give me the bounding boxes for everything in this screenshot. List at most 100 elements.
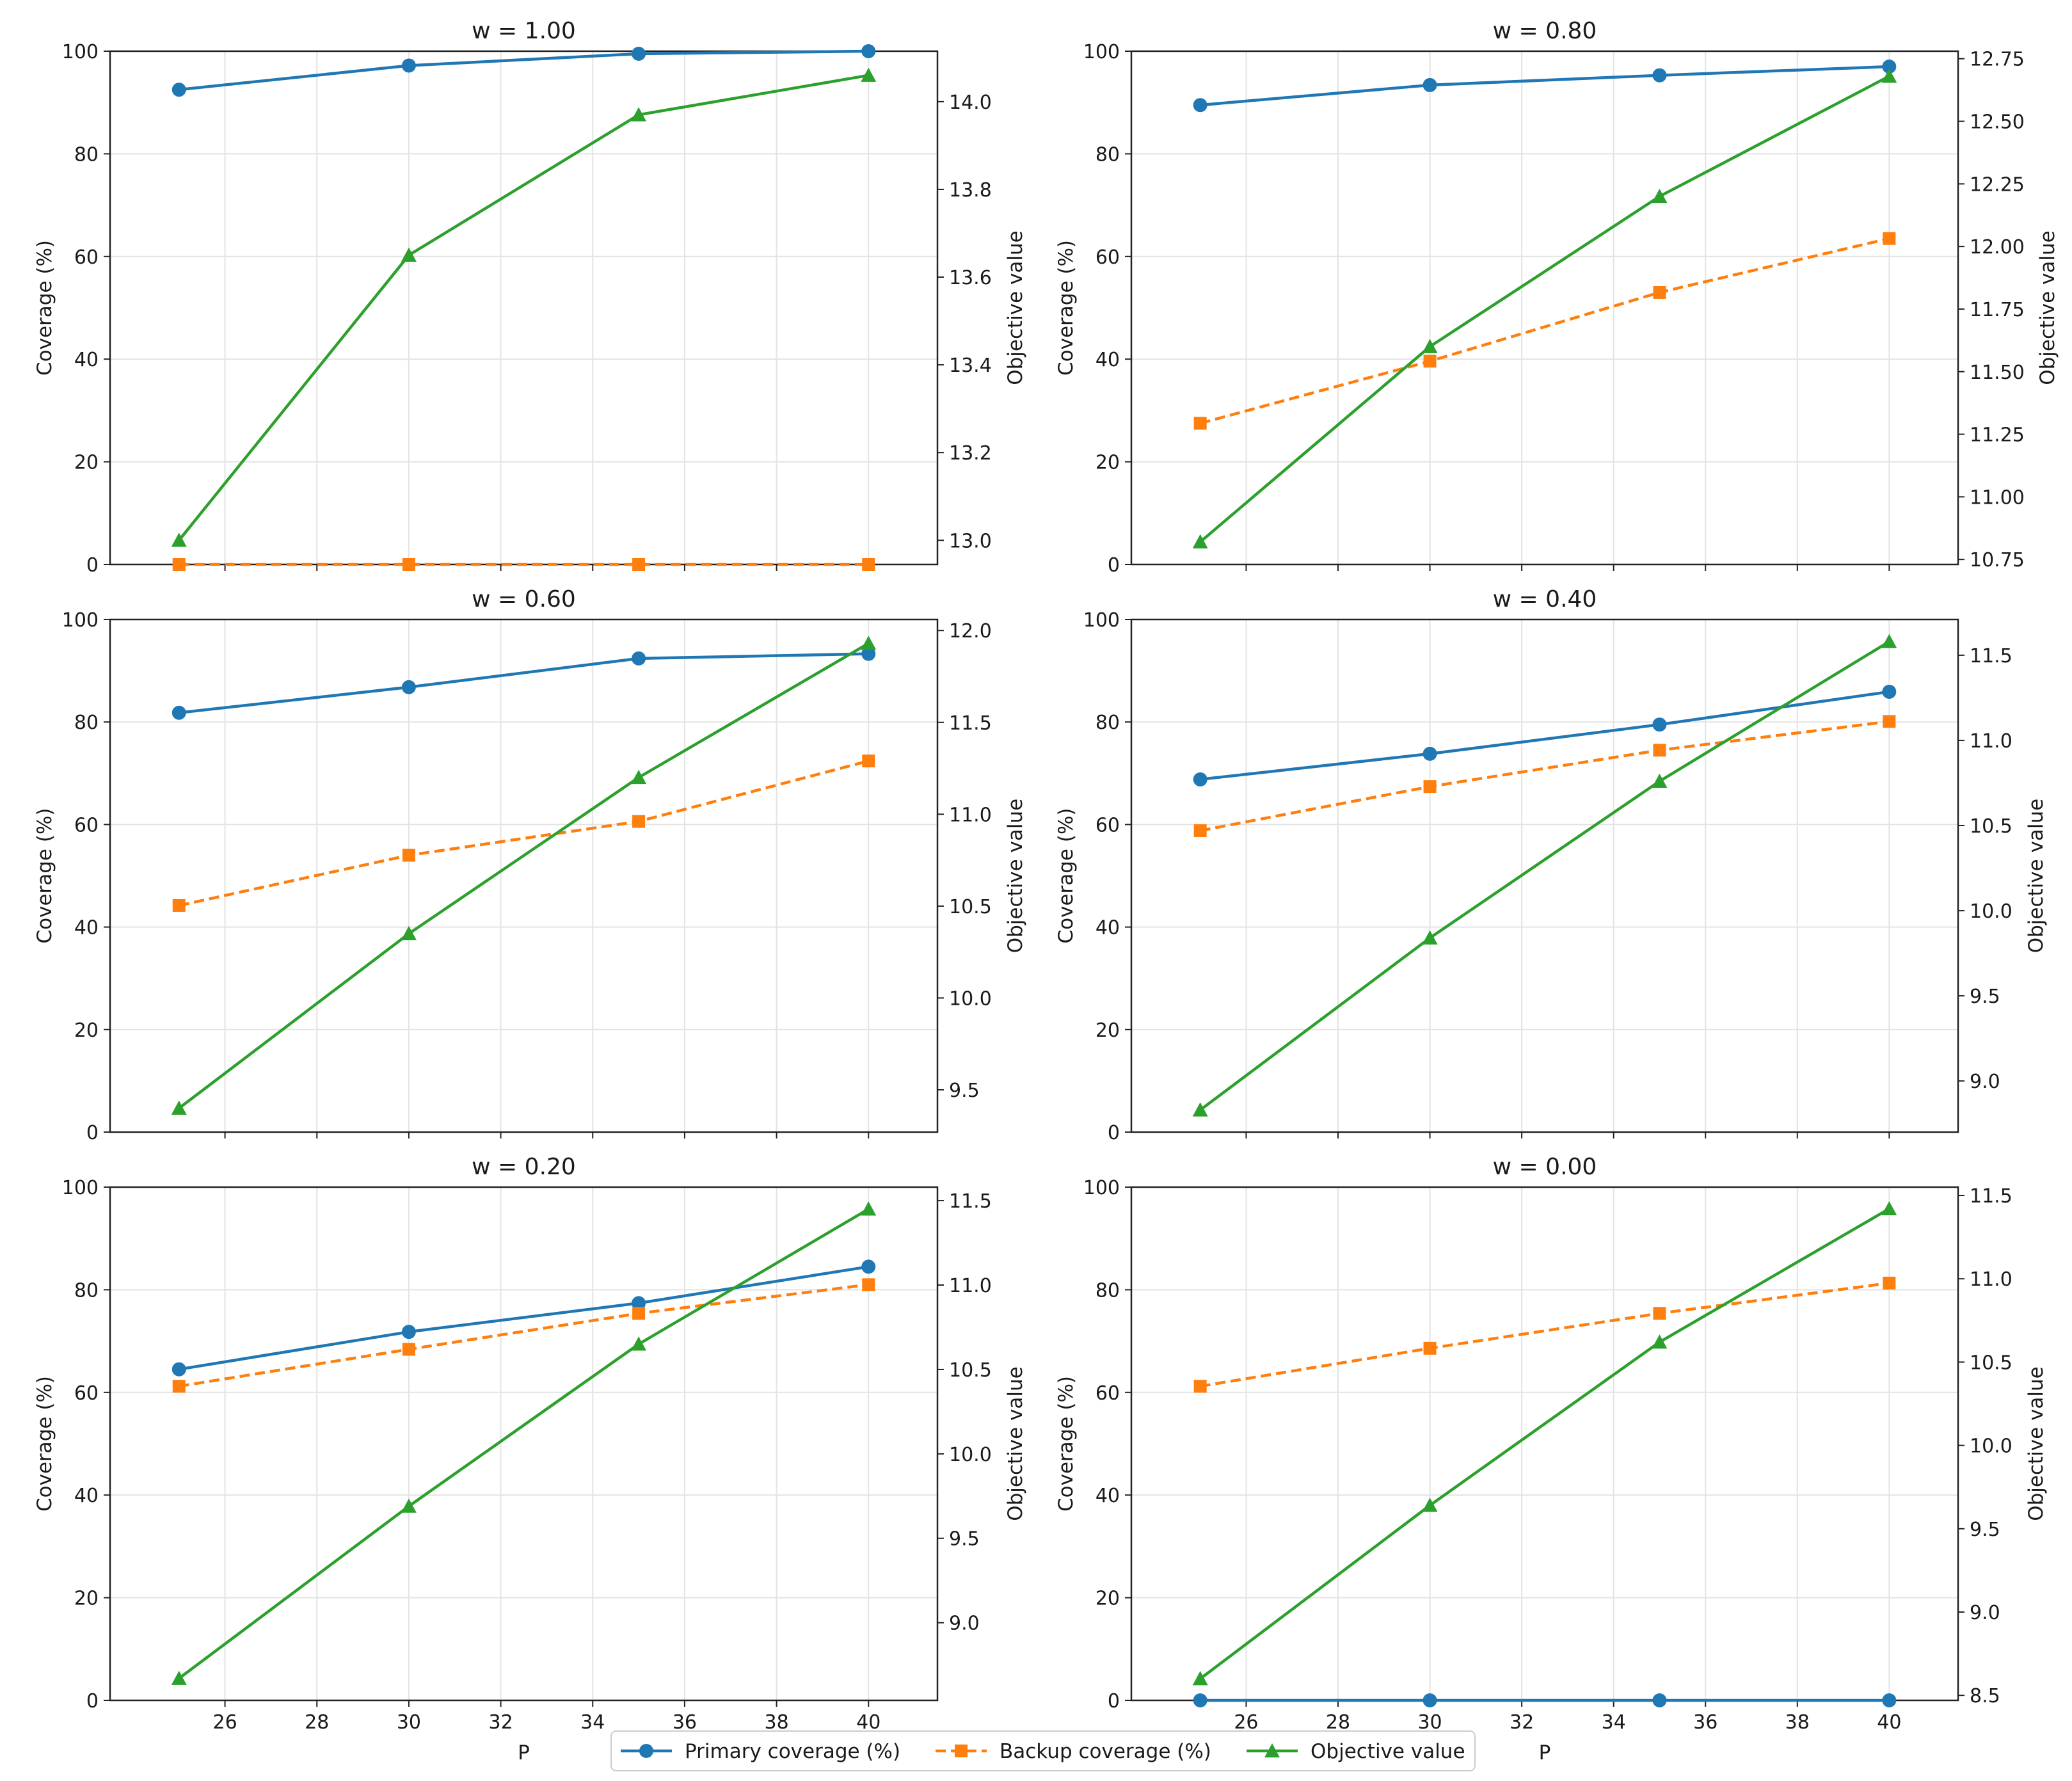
primary-point xyxy=(861,1259,876,1274)
x-tick-label: 34 xyxy=(1602,1711,1626,1734)
right-tick-label: 9.0 xyxy=(1970,1602,2000,1624)
primary-point xyxy=(401,680,416,694)
primary-point xyxy=(1652,717,1667,732)
left-tick-label: 80 xyxy=(74,712,99,734)
right-axis-label: Objective value xyxy=(1004,799,1027,954)
left-tick-label: 80 xyxy=(1096,143,1120,166)
right-axis-label: Objective value xyxy=(1004,230,1027,385)
left-tick-label: 20 xyxy=(74,1019,99,1042)
objective-series-line xyxy=(178,642,870,1110)
plot-frame xyxy=(109,618,939,1133)
primary-point xyxy=(632,651,646,666)
right-tick-label: 10.75 xyxy=(1970,549,2025,571)
backup-point xyxy=(1653,744,1666,757)
backup-point xyxy=(862,1278,875,1291)
x-tick-label: 32 xyxy=(488,1711,513,1734)
right-tick-label: 14.0 xyxy=(949,92,992,114)
left-tick-label: 60 xyxy=(1096,1382,1120,1405)
x-tick-label: 38 xyxy=(764,1711,788,1734)
primary-point xyxy=(861,646,876,661)
primary-point xyxy=(861,44,876,58)
backup-series-line xyxy=(179,759,869,907)
right-tick-label: 10.0 xyxy=(1970,900,2012,923)
legend-marker-backup xyxy=(955,1745,968,1757)
objective-point xyxy=(171,532,187,547)
objective-point xyxy=(1881,634,1897,648)
left-axis-label: Coverage (%) xyxy=(1055,1376,1078,1512)
left-tick-label: 20 xyxy=(1096,452,1120,474)
left-tick-label: 20 xyxy=(1096,1019,1120,1042)
right-tick-label: 11.5 xyxy=(949,1190,992,1213)
left-tick-label: 40 xyxy=(74,1485,99,1507)
right-tick-label: 13.4 xyxy=(949,355,992,377)
left-tick-label: 0 xyxy=(86,1690,99,1713)
backup-series-line xyxy=(1200,1281,1890,1388)
panel-1: 0 20 40 60 80 100 13.0 13.2 13.4 13.6 13.8 14.0 Cove… xyxy=(33,18,1027,577)
backup-point xyxy=(1423,355,1437,368)
objective-point xyxy=(1652,773,1668,788)
panel-4: 0 20 40 60 80 100 9.0 9.5 10.0 10.5 11.0 11.5 Covera… xyxy=(1055,586,2048,1144)
right-tick-label: 12.25 xyxy=(1970,173,2025,196)
backup-point xyxy=(172,898,186,912)
left-tick-label: 60 xyxy=(74,1382,99,1405)
left-tick-label: 40 xyxy=(1096,349,1120,371)
primary-series-line xyxy=(1200,690,1890,781)
objective-point xyxy=(1652,188,1668,204)
left-tick-label: 100 xyxy=(1083,1177,1120,1199)
left-axis-label: Coverage (%) xyxy=(33,808,56,943)
objective-point xyxy=(861,67,877,82)
primary-point xyxy=(1652,68,1667,83)
objective-point xyxy=(631,107,647,122)
primary-point xyxy=(1882,1693,1897,1707)
right-tick-label: 10.0 xyxy=(949,987,992,1010)
objective-point xyxy=(861,1201,877,1216)
objective-series-line xyxy=(1199,1207,1890,1680)
primary-point xyxy=(1423,746,1437,761)
primary-point xyxy=(1882,60,1897,74)
left-tick-label: 40 xyxy=(1096,1485,1120,1507)
primary-point xyxy=(1423,77,1437,92)
x-axis-label: P xyxy=(1539,1741,1551,1764)
left-tick-label: 0 xyxy=(86,1122,99,1144)
primary-point xyxy=(171,1362,186,1377)
backup-point xyxy=(632,1307,646,1320)
right-tick-label: 12.50 xyxy=(1970,111,2025,134)
left-tick-label: 0 xyxy=(1108,1122,1120,1144)
backup-point xyxy=(632,815,646,828)
x-tick-label: 30 xyxy=(1417,1711,1442,1734)
right-tick-label: 11.0 xyxy=(949,1275,992,1297)
legend-label-backup: Backup coverage (%) xyxy=(1000,1740,1211,1763)
right-tick-label: 11.5 xyxy=(949,712,992,735)
backup-point xyxy=(1193,417,1207,430)
left-tick-label: 40 xyxy=(74,917,99,939)
left-tick-label: 100 xyxy=(62,41,99,63)
right-tick-label: 13.6 xyxy=(949,267,992,289)
x-tick-label: 28 xyxy=(305,1711,329,1734)
objective-point xyxy=(1192,1102,1208,1117)
left-tick-label: 20 xyxy=(74,1588,99,1610)
backup-point xyxy=(402,849,415,862)
plot-frame xyxy=(109,1186,939,1702)
primary-point xyxy=(171,705,186,720)
backup-point xyxy=(172,1380,186,1393)
right-tick-label: 8.5 xyxy=(1970,1685,2000,1707)
panel-5: 0 20 40 60 80 100 9.0 9.5 10.0 10.5 11.0 11.5 26 28 30… xyxy=(33,1154,1027,1764)
primary-point xyxy=(1882,684,1897,699)
left-tick-label: 60 xyxy=(74,814,99,836)
right-tick-label: 9.5 xyxy=(949,1528,980,1551)
right-tick-label: 10.5 xyxy=(1970,815,2012,838)
objective-series-line xyxy=(1199,75,1890,543)
panel-title: w = 0.80 xyxy=(1493,18,1597,44)
right-axis-label: Objective value xyxy=(2025,1366,2048,1521)
left-tick-label: 0 xyxy=(86,554,99,577)
backup-series-line xyxy=(1200,720,1890,833)
objective-point xyxy=(1881,68,1897,83)
left-tick-label: 80 xyxy=(1096,712,1120,734)
right-tick-label: 13.2 xyxy=(949,442,992,465)
right-axis-label: Objective value xyxy=(2036,230,2059,385)
right-tick-label: 9.5 xyxy=(1970,1519,2000,1541)
x-tick-label: 38 xyxy=(1785,1711,1810,1734)
backup-point xyxy=(402,1343,415,1356)
panel-2: 0 20 40 60 80 100 10.75 11.00 11.25 11.50 11.75 12.… xyxy=(1055,18,2059,577)
backup-point xyxy=(402,558,415,571)
